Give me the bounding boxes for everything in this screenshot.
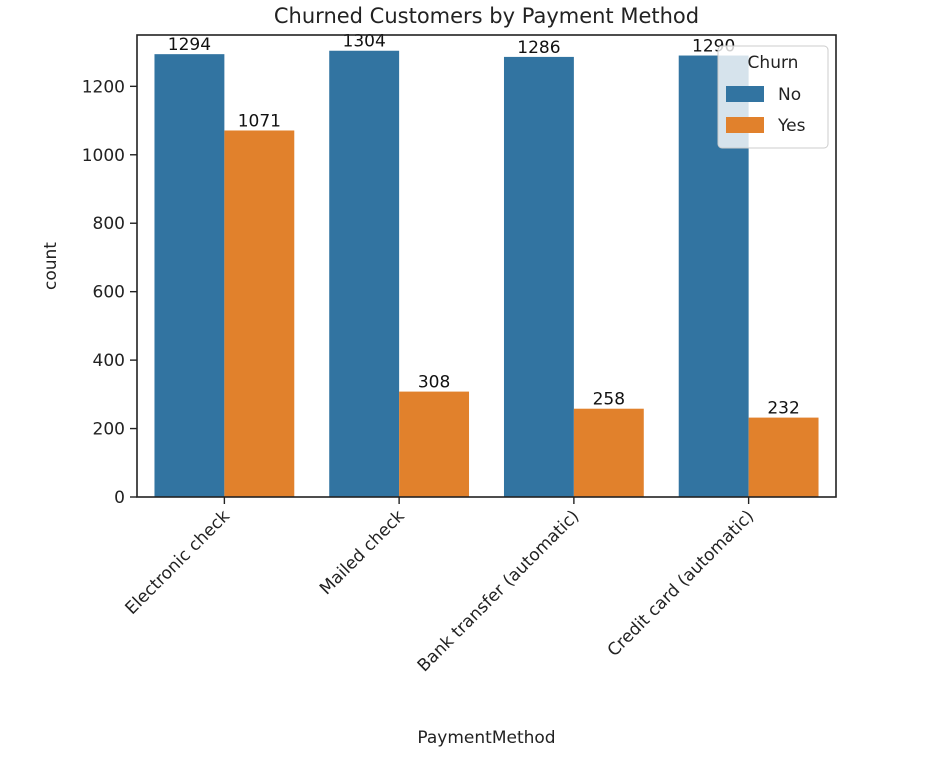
y-tick-label: 1200 <box>82 77 125 97</box>
legend-title: Churn <box>748 53 799 73</box>
y-tick-label: 800 <box>93 214 125 234</box>
y-tick-label: 0 <box>114 488 125 508</box>
y-axis-label: count <box>41 242 61 290</box>
bar-value-label: 1286 <box>517 38 560 58</box>
x-tick-label: Credit card (automatic) <box>604 506 758 660</box>
x-tick-label: Electronic check <box>121 506 234 619</box>
bar-value-label: 1304 <box>343 32 386 52</box>
bar-value-label: 1071 <box>238 111 281 131</box>
bars-layer <box>154 50 819 498</box>
x-tick-label: Bank transfer (automatic) <box>414 506 584 676</box>
bar-bank-transfer-automatic-no <box>503 56 574 497</box>
legend-label-no: No <box>778 85 801 105</box>
bar-electronic-check-yes <box>224 130 295 498</box>
plot-frame <box>136 34 837 498</box>
legend[interactable]: Churn No Yes <box>717 45 829 149</box>
y-tick-label: 400 <box>93 351 125 371</box>
bar-mailed-check-yes <box>399 391 470 497</box>
bar-electronic-check-no <box>154 54 225 498</box>
y-tick-label: 1000 <box>82 146 125 166</box>
legend-label-yes: Yes <box>777 116 806 136</box>
legend-swatch-yes <box>726 117 764 133</box>
x-axis: Electronic check Mailed check Bank transfe… <box>121 497 758 676</box>
y-tick-label: 200 <box>93 420 125 440</box>
y-tick-label: 600 <box>93 283 125 303</box>
chart-title: Churned Customers by Payment Method <box>274 4 699 28</box>
legend-entries: No Yes <box>726 85 806 136</box>
bar-value-label: 1294 <box>168 35 211 55</box>
x-tick-label: Mailed check <box>316 506 409 599</box>
y-axis: 0 200 400 600 800 1000 1200 <box>82 77 137 508</box>
bar-value-label: 232 <box>767 399 799 419</box>
bar-value-label: 258 <box>593 390 625 410</box>
legend-swatch-no <box>726 86 764 102</box>
x-axis-label: PaymentMethod <box>417 728 555 748</box>
bar-bank-transfer-automatic-yes <box>573 408 644 497</box>
bar-mailed-check-no <box>329 50 400 498</box>
bar-value-label: 308 <box>418 373 450 393</box>
bar-credit-card-automatic-yes <box>748 417 819 497</box>
